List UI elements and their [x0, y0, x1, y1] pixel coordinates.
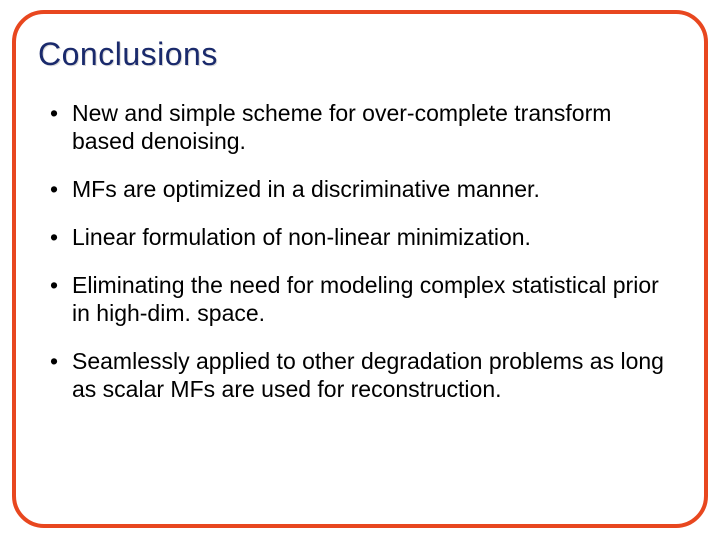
slide-title: Conclusions: [38, 36, 696, 73]
slide-frame: Conclusions New and simple scheme for ov…: [12, 10, 708, 528]
list-item: Eliminating the need for modeling comple…: [50, 271, 678, 327]
list-item: MFs are optimized in a discriminative ma…: [50, 175, 678, 203]
list-item: Seamlessly applied to other degradation …: [50, 347, 678, 403]
bullet-list: New and simple scheme for over-complete …: [24, 99, 696, 403]
list-item: Linear formulation of non-linear minimiz…: [50, 223, 678, 251]
list-item: New and simple scheme for over-complete …: [50, 99, 678, 155]
